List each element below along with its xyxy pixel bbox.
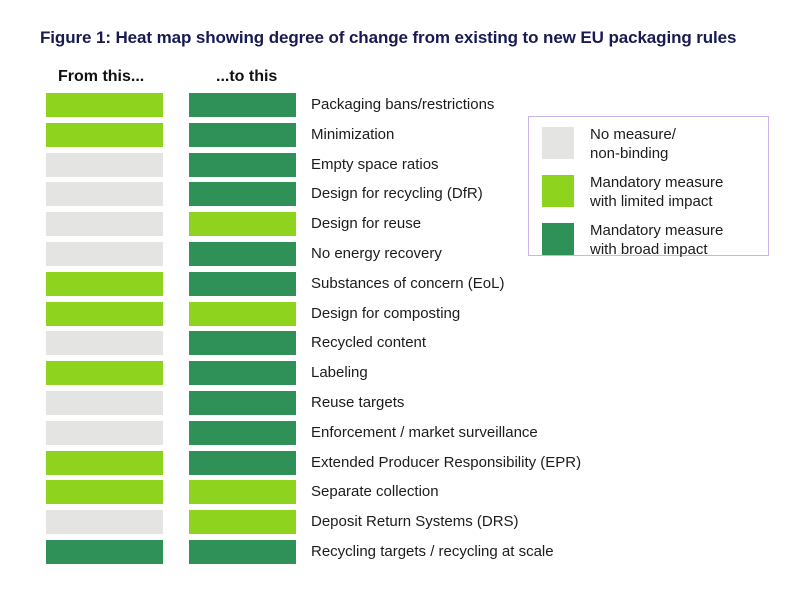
row-label: Reuse targets bbox=[311, 393, 405, 411]
figure-title: Figure 1: Heat map showing degree of cha… bbox=[40, 28, 737, 47]
legend-item-none: No measure/ non-binding bbox=[542, 126, 760, 163]
legend-item-limited: Mandatory measure with limited impact bbox=[542, 174, 760, 211]
from-cell bbox=[46, 420, 163, 445]
row-label: Separate collection bbox=[311, 483, 439, 501]
heatmap-row: Design for recycling (DfR) bbox=[46, 182, 581, 207]
from-cell bbox=[46, 450, 163, 475]
to-cell bbox=[189, 271, 296, 296]
heatmap-row: Packaging bans/restrictions bbox=[46, 93, 581, 117]
to-cell bbox=[189, 450, 296, 475]
to-cell bbox=[189, 182, 296, 207]
legend-label: Mandatory measure with broad impact bbox=[590, 222, 724, 258]
to-cell bbox=[189, 539, 296, 564]
from-cell bbox=[46, 93, 163, 117]
row-label: Packaging bans/restrictions bbox=[311, 96, 495, 113]
heatmap-row: No energy recovery bbox=[46, 241, 581, 266]
heatmap-row: Reuse targets bbox=[46, 390, 581, 415]
to-cell bbox=[189, 152, 296, 177]
heatmap-row: Design for composting bbox=[46, 301, 581, 326]
row-label: Empty space ratios bbox=[311, 155, 439, 173]
heatmap-row: Empty space ratios bbox=[46, 152, 581, 177]
row-label: No energy recovery bbox=[311, 244, 442, 262]
to-cell bbox=[189, 93, 296, 117]
from-cell bbox=[46, 122, 163, 147]
row-label: Extended Producer Responsibility (EPR) bbox=[311, 453, 582, 471]
legend: No measure/ non-binding Mandatory measure… bbox=[528, 116, 769, 259]
to-cell bbox=[189, 301, 296, 326]
to-cell bbox=[189, 212, 296, 237]
heatmap-row: Separate collection bbox=[46, 480, 581, 505]
row-label: Recycled content bbox=[311, 334, 427, 352]
heatmap: Packaging bans/restrictions Minimization E… bbox=[46, 93, 581, 564]
legend-label: Mandatory measure with limited impact bbox=[590, 174, 724, 210]
row-label: Design for recycling (DfR) bbox=[311, 185, 483, 203]
heatmap-row: Substances of concern (EoL) bbox=[46, 271, 581, 296]
to-cell bbox=[189, 241, 296, 266]
to-cell bbox=[189, 361, 296, 386]
from-cell bbox=[46, 241, 163, 266]
from-cell bbox=[46, 271, 163, 296]
heatmap-row: Extended Producer Responsibility (EPR) bbox=[46, 450, 582, 475]
row-label: Recycling targets / recycling at scale bbox=[311, 542, 554, 560]
from-cell bbox=[46, 510, 163, 535]
from-cell bbox=[46, 480, 163, 505]
to-cell bbox=[189, 510, 296, 535]
from-cell bbox=[46, 212, 163, 237]
row-label: Enforcement / market surveillance bbox=[311, 423, 538, 441]
to-cell bbox=[189, 480, 296, 505]
row-label: Minimization bbox=[311, 125, 395, 143]
row-label: Deposit Return Systems (DRS) bbox=[311, 513, 519, 531]
heatmap-row: Enforcement / market surveillance bbox=[46, 420, 581, 445]
heatmap-row: Design for reuse bbox=[46, 212, 581, 237]
row-label: Design for reuse bbox=[311, 215, 422, 233]
legend-swatch-limited bbox=[542, 175, 574, 207]
from-cell bbox=[46, 539, 163, 564]
heatmap-row: Labeling bbox=[46, 361, 581, 386]
legend-label: No measure/ non-binding bbox=[590, 126, 676, 162]
row-label: Substances of concern (EoL) bbox=[311, 274, 505, 292]
legend-swatch-broad bbox=[542, 223, 574, 255]
legend-swatch-none bbox=[542, 127, 574, 159]
from-cell bbox=[46, 182, 163, 207]
row-label: Labeling bbox=[311, 364, 368, 382]
heatmap-row: Minimization bbox=[46, 122, 581, 147]
from-cell bbox=[46, 152, 163, 177]
heatmap-row: Recycled content bbox=[46, 331, 581, 356]
to-cell bbox=[189, 331, 296, 356]
from-cell bbox=[46, 361, 163, 386]
to-cell bbox=[189, 122, 296, 147]
from-cell bbox=[46, 390, 163, 415]
heatmap-row: Deposit Return Systems (DRS) bbox=[46, 510, 581, 535]
to-cell bbox=[189, 390, 296, 415]
row-label: Design for composting bbox=[311, 304, 461, 322]
to-cell bbox=[189, 420, 296, 445]
legend-item-broad: Mandatory measure with broad impact bbox=[542, 222, 760, 259]
from-cell bbox=[46, 301, 163, 326]
heatmap-row: Recycling targets / recycling at scale bbox=[46, 539, 581, 564]
from-cell bbox=[46, 331, 163, 356]
column-header-from: From this... bbox=[58, 68, 145, 85]
column-header-to: ...to this bbox=[216, 68, 278, 85]
